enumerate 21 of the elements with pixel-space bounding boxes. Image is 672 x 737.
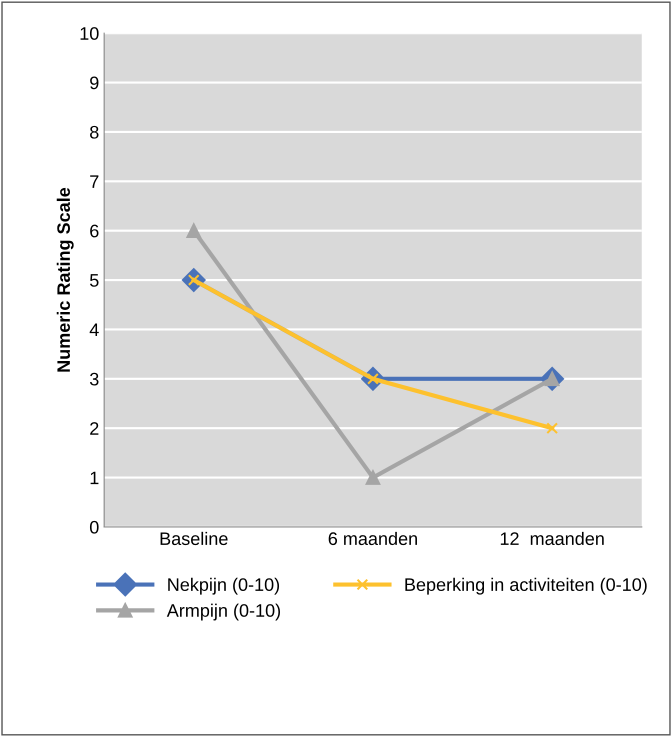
legend-label: Armpijn (0-10)	[166, 604, 280, 620]
y-tick-label: 9	[90, 76, 98, 90]
y-tick-label: 0	[90, 520, 99, 534]
y-tick-label: 5	[90, 274, 99, 287]
point	[366, 470, 380, 485]
y-tick-label: 3	[90, 372, 99, 386]
x-tick-label: 12 maanden	[500, 532, 604, 546]
point	[186, 223, 202, 238]
x-tick-label: Baseline	[160, 532, 228, 546]
y-tick-label: 6	[90, 224, 99, 238]
point	[546, 422, 558, 434]
y-tick-label: 10	[80, 27, 99, 40]
x-tick-label: 6 maanden	[328, 532, 417, 546]
y-tick-label: 1	[90, 472, 98, 484]
y-tick-label: 7	[90, 175, 98, 188]
y-tick-label: 8	[90, 126, 99, 139]
y-axis-title: Numeric Rating Scale	[56, 188, 74, 372]
legend-label: Beperking in activiteiten (0-10)	[405, 578, 647, 595]
y-tick-label: 2	[90, 422, 98, 435]
y-tick-label: 4	[90, 324, 99, 336]
legend-label: Nekpijn (0-10)	[168, 578, 280, 595]
